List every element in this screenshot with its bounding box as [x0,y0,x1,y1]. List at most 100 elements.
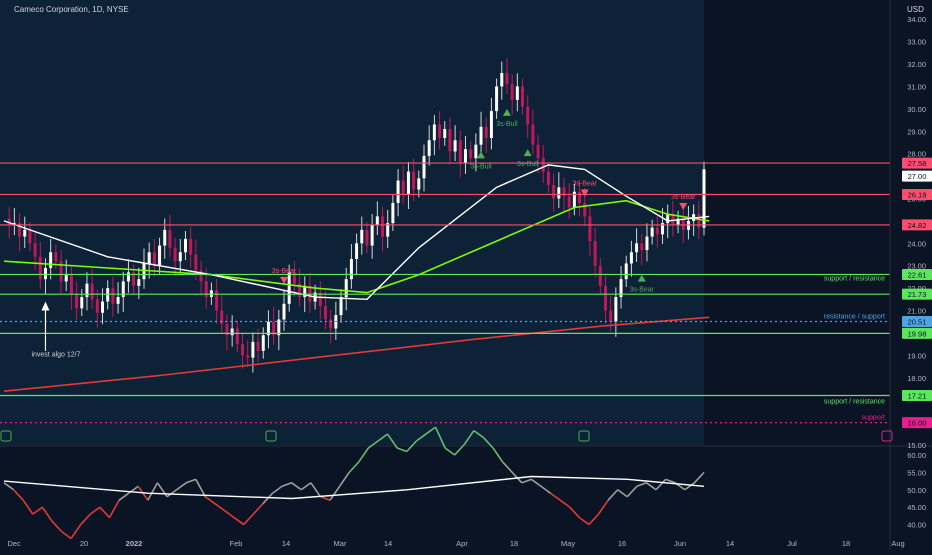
rsi-tick-label: 45.00 [907,503,926,512]
signals: 3s-Bear 3s-Bull 3s-Bull 3s-Bull 3s-Bear 3s-Be… [272,108,696,294]
rsi-segment [367,440,379,449]
rsi-segment [521,478,532,484]
candle-body [303,285,307,298]
event-marker [881,430,893,442]
candle-body [101,301,105,313]
candle-body [95,299,99,313]
candle-body [163,229,167,246]
rsi-segment [61,530,72,540]
x-tick-label: 14 [726,539,734,548]
level-badge [902,268,932,280]
candle-body [588,216,592,242]
x-tick-label: May [561,539,575,548]
candle-body [661,223,665,235]
candle-body [318,292,322,307]
candle-body [168,229,172,248]
candle-body [552,185,556,199]
rsi-tick-label: 60.00 [907,451,926,460]
candle-body [375,216,379,226]
candle-body [329,319,333,329]
candle-body [64,274,68,282]
level-badge-label: 19.98 [908,329,927,338]
candle-body [33,243,37,257]
candle-body [23,229,27,237]
rsi-segment [329,485,341,501]
candle-body [697,214,701,228]
rsi-segment [454,443,465,456]
candle-body [609,310,613,322]
candle-body [432,124,436,141]
candle-body [225,323,229,336]
candle-body [572,191,576,208]
rsi-segment [166,489,178,498]
rsi-segment [262,492,274,505]
candle-body [111,288,115,304]
candle-body [422,155,426,179]
candle-body [531,124,535,145]
candle-body [495,86,499,112]
rsi-segment [147,482,159,501]
candle-body [38,256,42,280]
candle-body [132,272,136,286]
rsi-segment [540,485,552,494]
signal-label: 3s-Bear [671,194,696,201]
rsi-segment [22,499,34,515]
rsi-segment [3,482,15,491]
signal-marker [679,202,688,210]
rsi-segment [310,482,322,498]
rsi-tick-label: 40.00 [907,521,926,530]
x-tick-label: Aug [891,539,904,548]
rsi-segment [386,433,398,449]
candle-body [614,297,618,322]
level-badge [902,288,932,300]
rsi-segment [444,447,456,456]
candle-body [629,252,633,264]
rsi-segment [626,485,638,498]
candle-body [593,241,597,266]
rsi-segment [607,489,619,501]
candle-body [500,72,504,87]
candle-body [598,265,602,286]
candle-body [142,263,146,280]
signal-label: 3s-Bull [470,163,492,170]
candle-body [666,214,670,224]
y-tick-label: 34.00 [907,15,926,24]
y-tick-label: 32.00 [907,60,926,69]
signal-label: 3s-Bull [496,121,518,128]
candle-body [194,254,198,271]
rsi-segment [233,516,245,526]
rsi-segment [185,478,197,484]
candle-body [272,321,276,336]
rsi-segment [348,461,360,473]
candle-body [396,180,400,203]
x-tick-label: Dec [7,539,21,548]
rsi-segment [176,482,187,491]
candle-body [578,191,582,203]
signal-label: 3s-Bear [572,181,597,188]
candle-body [241,344,245,356]
rsi-segment [588,513,600,526]
level-badge [902,417,932,429]
rsi-segment [358,447,370,463]
candle-body [183,238,187,253]
rsi-segment [569,506,580,519]
current-price-label: 27.00 [908,172,927,181]
x-tick-label: Mar [334,539,347,548]
candle-body [412,171,416,190]
annotation-text: invest algo 12/7 [31,351,80,358]
candle-body [489,111,493,138]
event-marker [265,430,277,442]
x-tick-label: 14 [384,539,392,548]
candle-body [121,281,125,298]
candle-body [54,252,58,262]
level-text: support / resistance [824,275,885,282]
candle-body [427,140,431,156]
event-marker [0,430,12,442]
rsi-tick-label: 50.00 [907,486,926,495]
candle-body [235,328,239,345]
rsi-segment [482,437,494,449]
candle-body [323,306,327,320]
candle-body [355,243,359,259]
